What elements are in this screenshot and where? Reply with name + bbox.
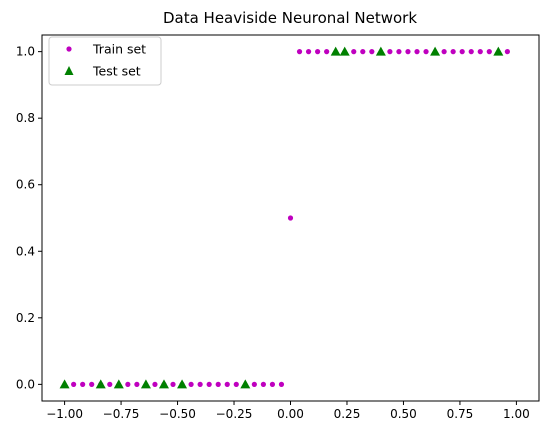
y-axis-ticks: 0.0 0.2 0.4 0.6 0.8 1.0	[16, 45, 42, 391]
train-point	[450, 49, 456, 55]
train-point	[107, 381, 113, 387]
train-point	[351, 49, 357, 55]
legend: Train set Test set	[48, 36, 162, 86]
train-point	[224, 381, 230, 387]
train-point	[504, 49, 510, 55]
train-point	[396, 49, 402, 55]
train-point	[152, 381, 158, 387]
train-point	[315, 49, 321, 55]
y-tick-label: 0.4	[16, 244, 35, 258]
train-point	[80, 381, 86, 387]
x-tick-label: −1.00	[46, 407, 83, 421]
train-point	[260, 381, 266, 387]
legend-label-test: Test set	[92, 64, 141, 79]
test-point	[240, 379, 251, 389]
legend-marker-test-triangle	[64, 66, 74, 75]
train-point	[486, 49, 492, 55]
train-point	[468, 49, 474, 55]
train-point	[278, 381, 285, 387]
train-point	[206, 381, 212, 387]
train-point	[423, 49, 429, 55]
test-set-series	[59, 46, 504, 389]
train-point	[387, 49, 393, 55]
test-point	[430, 46, 441, 56]
test-point	[339, 46, 350, 56]
test-point	[59, 379, 70, 389]
chart-title: Data Heaviside Neuronal Network	[163, 9, 417, 27]
x-tick-label: 0.00	[277, 407, 304, 421]
test-point	[158, 379, 169, 389]
train-point	[405, 49, 411, 55]
test-point	[493, 46, 504, 56]
train-point	[287, 215, 294, 221]
y-tick-label: 1.0	[16, 45, 35, 59]
train-point	[215, 381, 221, 387]
test-point	[177, 379, 188, 389]
y-tick-label: 0.8	[16, 111, 35, 125]
x-tick-label: 0.75	[447, 407, 474, 421]
train-point	[305, 49, 312, 55]
legend-box	[48, 36, 162, 86]
test-point	[95, 379, 106, 389]
train-point	[459, 49, 465, 55]
legend-marker-train-dot	[66, 46, 72, 52]
test-point	[140, 379, 151, 389]
train-point	[360, 49, 366, 55]
x-tick-label: 0.50	[390, 407, 417, 421]
train-point	[296, 49, 303, 55]
train-point	[134, 381, 140, 387]
y-tick-label: 0.0	[16, 377, 35, 391]
test-point	[375, 46, 386, 56]
train-point	[89, 381, 95, 387]
x-tick-label: −0.75	[103, 407, 140, 421]
train-point	[477, 49, 483, 55]
axes-frame	[41, 34, 540, 402]
legend-label-train: Train set	[92, 42, 146, 57]
test-point	[113, 379, 124, 389]
train-point	[233, 381, 239, 387]
y-tick-label: 0.6	[16, 178, 35, 192]
train-point	[414, 49, 420, 55]
train-point	[71, 381, 77, 387]
train-point	[170, 381, 176, 387]
y-tick-label: 0.2	[16, 311, 35, 325]
x-axis-ticks: −1.00 −0.75 −0.50 −0.25 0.00 0.25 0.50 0.75 1.00	[46, 401, 530, 421]
train-point	[441, 49, 447, 55]
x-tick-label: −0.50	[159, 407, 196, 421]
train-point	[197, 381, 203, 387]
train-point	[188, 381, 194, 387]
train-point	[369, 49, 375, 55]
train-point	[251, 381, 257, 387]
x-tick-label: −0.25	[216, 407, 253, 421]
train-point	[324, 49, 330, 55]
x-tick-label: 1.00	[503, 407, 530, 421]
train-point	[269, 381, 276, 387]
train-point	[125, 381, 131, 387]
test-point	[330, 46, 341, 56]
x-tick-label: 0.25	[334, 407, 361, 421]
